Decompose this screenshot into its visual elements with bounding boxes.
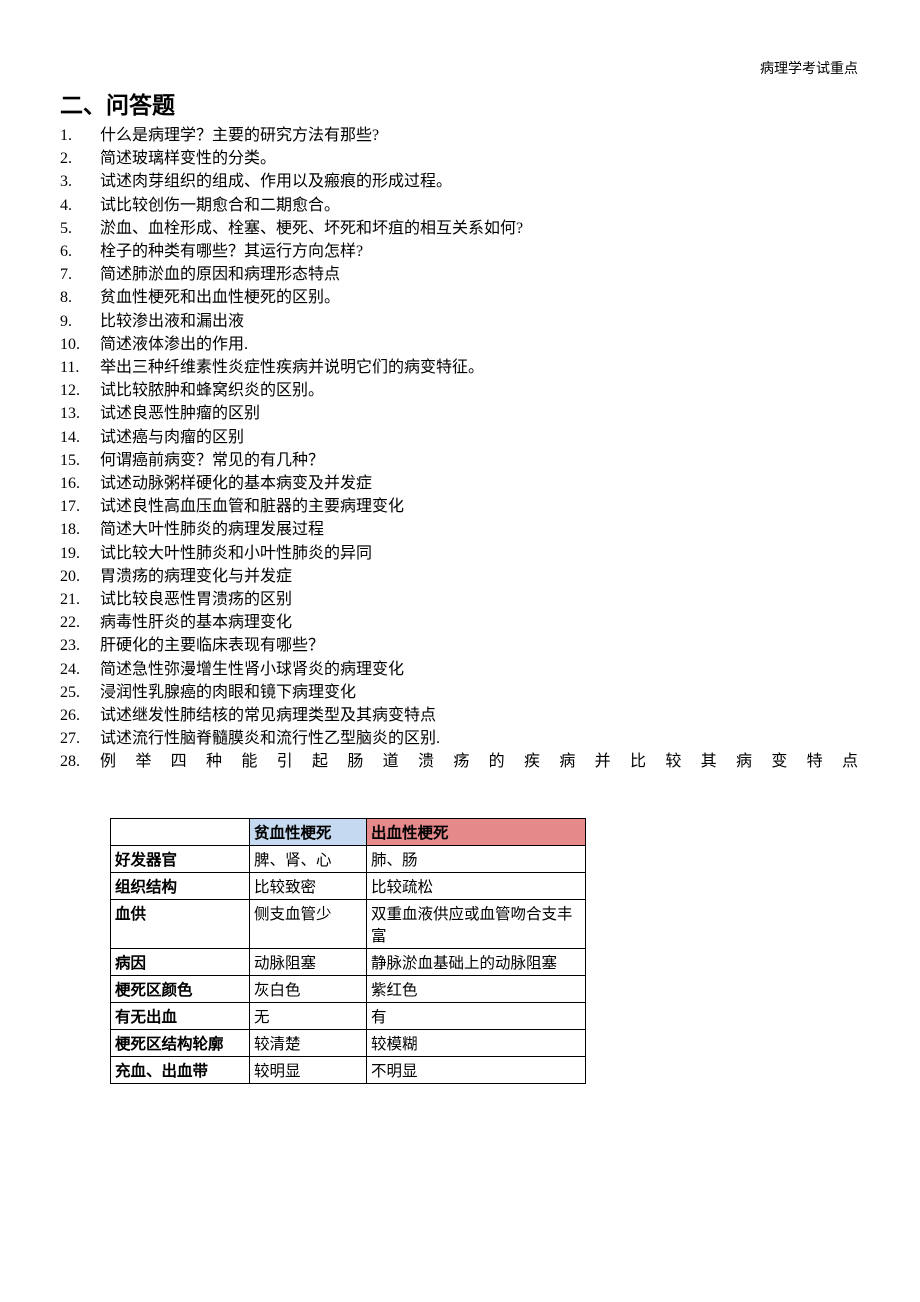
table-cell: 无	[250, 1002, 367, 1029]
question-item: 何谓癌前病变？常见的有几种？	[60, 449, 860, 472]
question-item: 例举四种能引起肠道溃疡的疾病并比较其病变特点	[60, 750, 860, 773]
table-row: 有无出血无有	[111, 1002, 586, 1029]
table-header-anemic: 贫血性梗死	[250, 818, 367, 845]
table-head: 贫血性梗死 出血性梗死	[111, 818, 586, 845]
question-item: 淤血、血栓形成、栓塞、梗死、坏死和坏疽的相互关系如何?	[60, 217, 860, 240]
table-row: 血供侧支血管少双重血液供应或血管吻合支丰富	[111, 899, 586, 948]
question-item: 试比较脓肿和蜂窝织炎的区别。	[60, 379, 860, 402]
table-cell: 梗死区颜色	[111, 975, 250, 1002]
table-cell: 病因	[111, 948, 250, 975]
table-cell: 较清楚	[250, 1029, 367, 1056]
question-item: 试述流行性脑脊髓膜炎和流行性乙型脑炎的区别.	[60, 727, 860, 750]
question-item: 试述肉芽组织的组成、作用以及瘢痕的形成过程。	[60, 170, 860, 193]
table-cell: 较明显	[250, 1056, 367, 1083]
question-item: 试述继发性肺结核的常见病理类型及其病变特点	[60, 704, 860, 727]
question-item: 试比较创伤一期愈合和二期愈合。	[60, 194, 860, 217]
question-item: 简述玻璃样变性的分类。	[60, 147, 860, 170]
page-header-right: 病理学考试重点	[760, 58, 858, 78]
table-cell: 比较疏松	[367, 872, 586, 899]
comparison-table: 贫血性梗死 出血性梗死 好发器官脾、肾、心肺、肠组织结构比较致密比较疏松血供侧支…	[110, 818, 586, 1084]
question-item: 栓子的种类有哪些？其运行方向怎样?	[60, 240, 860, 263]
table-cell: 好发器官	[111, 845, 250, 872]
comparison-table-wrap: 贫血性梗死 出血性梗死 好发器官脾、肾、心肺、肠组织结构比较致密比较疏松血供侧支…	[110, 818, 860, 1084]
table-cell: 梗死区结构轮廓	[111, 1029, 250, 1056]
table-cell: 比较致密	[250, 872, 367, 899]
table-cell: 有	[367, 1002, 586, 1029]
table-header-hemorrhagic: 出血性梗死	[367, 818, 586, 845]
section-title: 二、问答题	[60, 86, 860, 120]
table-cell: 双重血液供应或血管吻合支丰富	[367, 899, 586, 948]
question-item: 试述癌与肉瘤的区别	[60, 426, 860, 449]
table-cell: 肺、肠	[367, 845, 586, 872]
question-item: 试述良恶性肿瘤的区别	[60, 402, 860, 425]
table-cell: 组织结构	[111, 872, 250, 899]
table-cell: 灰白色	[250, 975, 367, 1002]
table-header-blank	[111, 818, 250, 845]
table-cell: 静脉淤血基础上的动脉阻塞	[367, 948, 586, 975]
table-body: 好发器官脾、肾、心肺、肠组织结构比较致密比较疏松血供侧支血管少双重血液供应或血管…	[111, 845, 586, 1083]
table-row: 组织结构比较致密比较疏松	[111, 872, 586, 899]
table-cell: 血供	[111, 899, 250, 948]
table-cell: 动脉阻塞	[250, 948, 367, 975]
question-item: 举出三种纤维素性炎症性疾病并说明它们的病变特征。	[60, 356, 860, 379]
table-row: 梗死区结构轮廓较清楚较模糊	[111, 1029, 586, 1056]
question-item: 试比较大叶性肺炎和小叶性肺炎的异同	[60, 542, 860, 565]
question-item: 简述急性弥漫增生性肾小球肾炎的病理变化	[60, 658, 860, 681]
table-cell: 较模糊	[367, 1029, 586, 1056]
question-item: 简述液体渗出的作用.	[60, 333, 860, 356]
question-item: 试述动脉粥样硬化的基本病变及并发症	[60, 472, 860, 495]
question-item: 什么是病理学？主要的研究方法有那些?	[60, 124, 860, 147]
table-row: 病因动脉阻塞静脉淤血基础上的动脉阻塞	[111, 948, 586, 975]
question-item: 试述良性高血压血管和脏器的主要病理变化	[60, 495, 860, 518]
document-page: 病理学考试重点 二、问答题 什么是病理学？主要的研究方法有那些?简述玻璃样变性的…	[0, 0, 920, 1164]
table-row: 充血、出血带较明显不明显	[111, 1056, 586, 1083]
table-row: 梗死区颜色灰白色紫红色	[111, 975, 586, 1002]
question-item: 简述肺淤血的原因和病理形态特点	[60, 263, 860, 286]
question-item: 病毒性肝炎的基本病理变化	[60, 611, 860, 634]
table-cell: 侧支血管少	[250, 899, 367, 948]
question-item: 肝硬化的主要临床表现有哪些？	[60, 634, 860, 657]
question-item: 试比较良恶性胃溃疡的区别	[60, 588, 860, 611]
table-cell: 紫红色	[367, 975, 586, 1002]
question-item: 贫血性梗死和出血性梗死的区别。	[60, 286, 860, 309]
question-list: 什么是病理学？主要的研究方法有那些?简述玻璃样变性的分类。试述肉芽组织的组成、作…	[60, 124, 860, 774]
table-cell: 有无出血	[111, 1002, 250, 1029]
table-cell: 脾、肾、心	[250, 845, 367, 872]
question-item: 浸润性乳腺癌的肉眼和镜下病理变化	[60, 681, 860, 704]
question-item: 胃溃疡的病理变化与并发症	[60, 565, 860, 588]
table-header-row: 贫血性梗死 出血性梗死	[111, 818, 586, 845]
table-cell: 不明显	[367, 1056, 586, 1083]
question-item: 比较渗出液和漏出液	[60, 310, 860, 333]
table-cell: 充血、出血带	[111, 1056, 250, 1083]
question-item: 简述大叶性肺炎的病理发展过程	[60, 518, 860, 541]
table-row: 好发器官脾、肾、心肺、肠	[111, 845, 586, 872]
